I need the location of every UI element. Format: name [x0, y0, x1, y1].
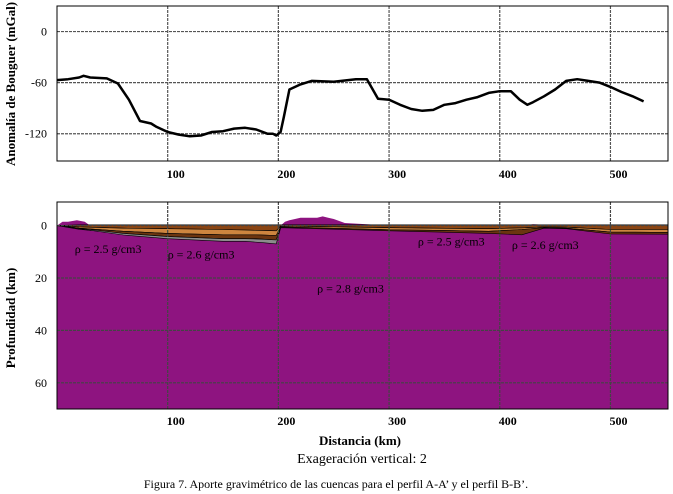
crust-fill — [57, 216, 668, 409]
top-plot-frame — [56, 5, 669, 162]
top-y-tick-0: 0 — [41, 25, 47, 39]
x-axis-label: Distancia (km) — [319, 433, 401, 448]
density-label-3: ρ = 2.5 g/cm3 — [418, 234, 485, 248]
bottom-x-tick-2: 300 — [388, 414, 406, 428]
top-y-tick-2: -120 — [25, 127, 47, 141]
top-x-tick-2: 300 — [388, 167, 406, 181]
bottom-y-axis-label: Profundidad (km) — [3, 268, 18, 369]
density-annotations: ρ = 2.5 g/cm3 ρ = 2.6 g/cm3 ρ = 2.8 g/cm3 ρ… — [75, 234, 579, 295]
density-label-0: ρ = 2.5 g/cm3 — [75, 242, 142, 256]
density-label-4: ρ = 2.6 g/cm3 — [512, 238, 579, 252]
layer-gray — [56, 225, 281, 245]
top-y-tick-labels: 0 -60 -120 — [25, 25, 47, 141]
top-x-tick-labels: 100 200 300 400 500 — [167, 167, 628, 181]
bottom-y-tick-1: 20 — [35, 271, 47, 285]
top-grid — [57, 6, 668, 161]
top-panel: 0 -60 -120 100 200 300 400 500 Anomalía de Bou… — [3, 2, 669, 181]
bottom-x-tick-4: 500 — [609, 414, 627, 428]
bottom-y-tick-labels: 0 20 40 60 — [35, 219, 47, 390]
top-y-axis-label: Anomalía de Bouguer (mGal) — [3, 2, 18, 166]
bottom-y-tick-3: 60 — [35, 376, 47, 390]
density-label-2: ρ = 2.8 g/cm3 — [317, 281, 384, 295]
bottom-y-tick-0: 0 — [41, 219, 47, 233]
bottom-x-tick-3: 400 — [499, 414, 517, 428]
top-x-tick-4: 500 — [609, 167, 627, 181]
top-x-tick-1: 200 — [277, 167, 295, 181]
density-label-1: ρ = 2.6 g/cm3 — [168, 247, 235, 261]
top-y-tick-1: -60 — [31, 76, 47, 90]
top-x-tick-3: 400 — [499, 167, 517, 181]
bottom-grid — [57, 202, 668, 409]
bottom-x-tick-labels: 100 200 300 400 500 — [167, 414, 628, 428]
vertical-exaggeration-label: Exageración vertical: 2 — [297, 452, 427, 467]
figure-caption: Figura 7. Aporte gravimétrico de las cue… — [144, 477, 528, 491]
top-x-tick-0: 100 — [167, 167, 185, 181]
bottom-plot-frame — [56, 201, 669, 410]
basin-layers — [56, 224, 669, 245]
bouguer-anomaly-line — [56, 74, 645, 138]
bottom-x-tick-1: 200 — [277, 414, 295, 428]
bottom-y-tick-2: 40 — [35, 323, 47, 337]
bottom-x-tick-0: 100 — [167, 414, 185, 428]
